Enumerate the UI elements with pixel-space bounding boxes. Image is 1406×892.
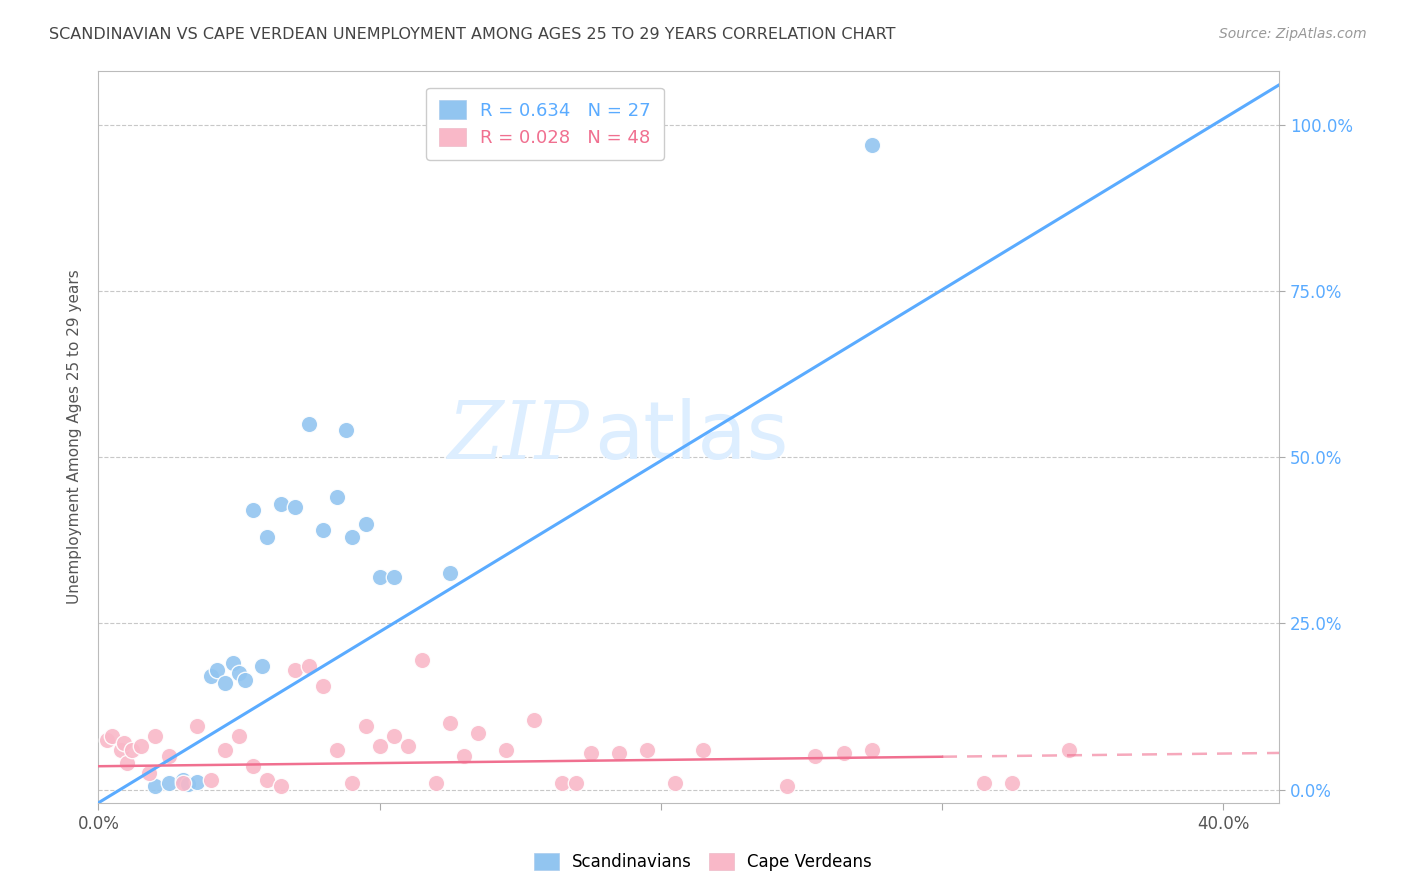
Point	[250, 659, 273, 673]
Text: SCANDINAVIAN VS CAPE VERDEAN UNEMPLOYMENT AMONG AGES 25 TO 29 YEARS CORRELATION : SCANDINAVIAN VS CAPE VERDEAN UNEMPLOYMEN…	[49, 27, 896, 42]
Point	[284, 500, 307, 514]
Point	[368, 570, 391, 584]
Point	[382, 729, 405, 743]
Point	[335, 424, 357, 438]
Point	[439, 566, 461, 581]
Point	[270, 497, 292, 511]
Point	[214, 742, 236, 756]
Point	[186, 719, 208, 733]
Point	[467, 137, 489, 152]
Point	[425, 776, 447, 790]
Point	[396, 739, 419, 754]
Point	[121, 742, 143, 756]
Point	[214, 676, 236, 690]
Point	[382, 570, 405, 584]
Text: Source: ZipAtlas.com: Source: ZipAtlas.com	[1219, 27, 1367, 41]
Point	[832, 746, 855, 760]
Point	[110, 742, 132, 756]
Point	[340, 530, 363, 544]
Legend: Scandinavians, Cape Verdeans: Scandinavians, Cape Verdeans	[526, 845, 880, 880]
Point	[340, 776, 363, 790]
Point	[172, 776, 194, 790]
Point	[312, 680, 335, 694]
Point	[565, 776, 588, 790]
Point	[157, 776, 180, 790]
Point	[860, 742, 883, 756]
Text: ZIP: ZIP	[447, 399, 589, 475]
Point	[112, 736, 135, 750]
Point	[692, 742, 714, 756]
Point	[228, 666, 250, 681]
Point	[298, 659, 321, 673]
Point	[860, 137, 883, 152]
Point	[242, 759, 264, 773]
Text: atlas: atlas	[595, 398, 789, 476]
Point	[579, 746, 602, 760]
Point	[205, 663, 228, 677]
Point	[467, 726, 489, 740]
Point	[172, 772, 194, 787]
Point	[222, 656, 245, 670]
Point	[138, 765, 160, 780]
Point	[143, 779, 166, 793]
Point	[242, 503, 264, 517]
Point	[157, 749, 180, 764]
Point	[326, 742, 349, 756]
Point	[228, 729, 250, 743]
Point	[776, 779, 799, 793]
Point	[186, 774, 208, 789]
Point	[326, 490, 349, 504]
Point	[312, 523, 335, 537]
Point	[368, 739, 391, 754]
Point	[453, 749, 475, 764]
Point	[354, 516, 377, 531]
Point	[96, 732, 118, 747]
Point	[200, 669, 222, 683]
Point	[1057, 742, 1080, 756]
Point	[115, 756, 138, 770]
Point	[298, 417, 321, 431]
Point	[411, 653, 433, 667]
Point	[495, 742, 517, 756]
Point	[177, 777, 200, 791]
Point	[804, 749, 827, 764]
Point	[1001, 776, 1024, 790]
Y-axis label: Unemployment Among Ages 25 to 29 years: Unemployment Among Ages 25 to 29 years	[67, 269, 83, 605]
Point	[233, 673, 256, 687]
Point	[636, 742, 658, 756]
Point	[101, 729, 124, 743]
Point	[551, 776, 574, 790]
Point	[439, 716, 461, 731]
Point	[256, 530, 278, 544]
Point	[523, 713, 546, 727]
Point	[270, 779, 292, 793]
Point	[256, 772, 278, 787]
Point	[200, 772, 222, 787]
Point	[129, 739, 152, 754]
Legend: R = 0.634   N = 27, R = 0.028   N = 48: R = 0.634 N = 27, R = 0.028 N = 48	[426, 87, 664, 160]
Point	[354, 719, 377, 733]
Point	[143, 729, 166, 743]
Point	[973, 776, 995, 790]
Point	[664, 776, 686, 790]
Point	[607, 746, 630, 760]
Point	[284, 663, 307, 677]
